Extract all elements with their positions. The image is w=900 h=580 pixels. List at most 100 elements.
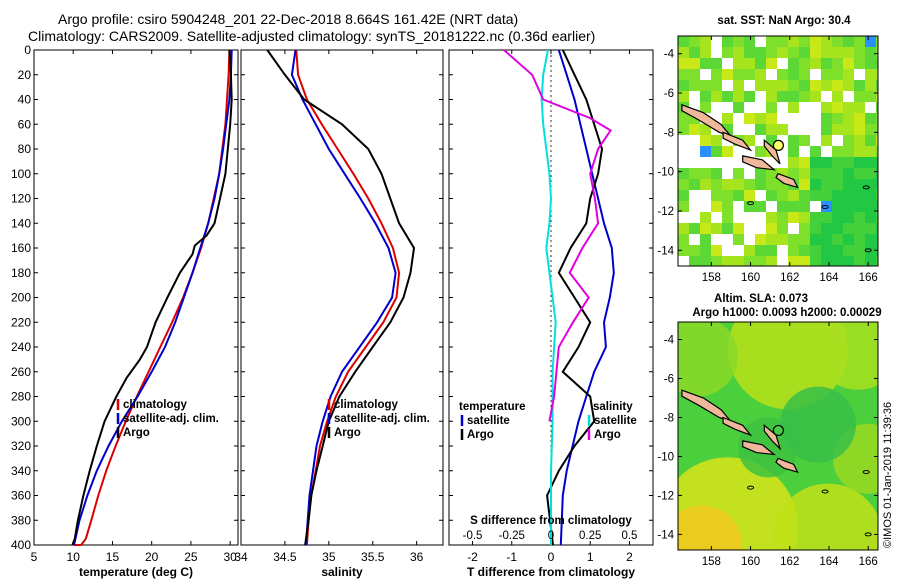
sst-cell xyxy=(788,135,799,146)
sst-cell xyxy=(865,168,876,179)
sst-cell xyxy=(766,80,777,91)
sst-cell xyxy=(876,69,878,80)
sst-cell xyxy=(854,245,865,256)
sst-cell xyxy=(722,190,733,201)
sst-cell xyxy=(799,135,810,146)
sst-cell xyxy=(678,113,689,124)
sst-cell xyxy=(755,69,766,80)
sst-cell xyxy=(700,223,711,234)
sst-cell xyxy=(865,212,876,223)
sst-cell xyxy=(744,69,755,80)
sst-cell xyxy=(744,190,755,201)
sst-map-title: sat. SST: NaN Argo: 30.4 xyxy=(717,15,851,27)
sst-cell xyxy=(766,168,777,179)
sst-cell xyxy=(766,58,777,69)
salinity-x-tick-label: 35.5 xyxy=(361,550,385,564)
sst-cell xyxy=(744,256,755,266)
sst-cell xyxy=(678,58,689,69)
sst-cell xyxy=(700,245,711,256)
sst-cell xyxy=(810,36,821,47)
sst-cell xyxy=(777,201,788,212)
sst-cell xyxy=(843,212,854,223)
sst-cell xyxy=(821,212,832,223)
sla-anomaly-blob xyxy=(678,322,738,397)
sla-map-title: Altim. SLA: 0.073 xyxy=(714,293,808,305)
sst-cell xyxy=(777,212,788,223)
sst-cell xyxy=(722,124,733,135)
sst-cell xyxy=(678,245,689,256)
sst-cell xyxy=(700,47,711,58)
sst-cell xyxy=(854,91,865,102)
sst-cell xyxy=(810,234,821,245)
sst-cell xyxy=(821,113,832,124)
sst-cell xyxy=(722,146,733,157)
sst-cell xyxy=(799,58,810,69)
sst-cell xyxy=(854,168,865,179)
sst-cell xyxy=(744,58,755,69)
sst-cell xyxy=(755,47,766,58)
sst-cell xyxy=(799,80,810,91)
depth-tick-label: 100 xyxy=(11,167,31,181)
temperature-x-tick-label: 30 xyxy=(223,550,237,564)
sst-cell xyxy=(821,179,832,190)
sst-cell xyxy=(865,256,876,266)
sst-cell xyxy=(722,179,733,190)
sst-cell xyxy=(788,47,799,58)
sst-cell xyxy=(876,146,878,157)
sst-cell xyxy=(799,91,810,102)
sst-cell xyxy=(865,201,876,212)
sst-cell xyxy=(854,102,865,113)
temperature-series-argo xyxy=(71,49,233,546)
sla_map-frame xyxy=(677,321,879,551)
sst-cell xyxy=(821,190,832,201)
sst-cell xyxy=(810,190,821,201)
sst-cell xyxy=(876,80,878,91)
depth-tick-label: 300 xyxy=(11,414,31,428)
sst-cell xyxy=(832,102,843,113)
sst-cell xyxy=(733,58,744,69)
sla_map-lat-tick-label: -10 xyxy=(657,451,674,463)
copyright-stamp: ©IMOS 01-Jan-2019 11:39:36 xyxy=(882,401,894,548)
sst-cell xyxy=(832,58,843,69)
salinity-x-axis-label: salinity xyxy=(321,565,363,579)
sst-cell xyxy=(766,190,777,201)
sst-cell xyxy=(744,91,755,102)
sst-cell xyxy=(766,234,777,245)
sst-cell xyxy=(876,47,878,58)
sst-cell xyxy=(678,36,689,47)
differences-x-tick-label: 0 xyxy=(548,550,555,564)
sst-cell xyxy=(832,113,843,124)
sst-cell xyxy=(832,245,843,256)
s-difference-tick-label: 0.5 xyxy=(621,530,637,542)
s-difference-tick-label: -0.25 xyxy=(499,530,525,542)
reef-outline xyxy=(821,205,829,210)
sla_map-lon-tick-label: 162 xyxy=(780,556,799,568)
salinity-series-argo xyxy=(266,49,416,546)
sst-cell xyxy=(843,113,854,124)
sst-cell xyxy=(711,245,722,256)
sst_map-lat-tick-label: -4 xyxy=(664,49,675,61)
sst-cell xyxy=(733,36,744,47)
differences-x-tick-label: -1 xyxy=(506,550,517,564)
sst-cell xyxy=(766,124,777,135)
sst-cell xyxy=(865,234,876,245)
temperature-x-tick-label: 20 xyxy=(145,550,159,564)
depth-tick-label: 20 xyxy=(18,68,32,82)
sst-cell xyxy=(821,168,832,179)
sst-cell xyxy=(689,179,700,190)
sst-cell xyxy=(766,223,777,234)
sst-cell xyxy=(722,212,733,223)
sst-cell xyxy=(799,69,810,80)
reef-outline xyxy=(862,185,870,190)
sst_map-lat-tick-label: -12 xyxy=(657,206,674,218)
sst-cell xyxy=(788,168,799,179)
figure-title-line-2: Climatology: CARS2009. Satellite-adjuste… xyxy=(28,28,596,44)
depth-tick-label: 380 xyxy=(11,513,31,527)
sst-cell xyxy=(810,212,821,223)
sst-cell xyxy=(799,47,810,58)
sst_map-lat-tick-label: -6 xyxy=(664,88,674,100)
sst-cell xyxy=(722,36,733,47)
sst-cell xyxy=(799,157,810,168)
sst-cell xyxy=(678,91,689,102)
sst-cell xyxy=(843,146,854,157)
